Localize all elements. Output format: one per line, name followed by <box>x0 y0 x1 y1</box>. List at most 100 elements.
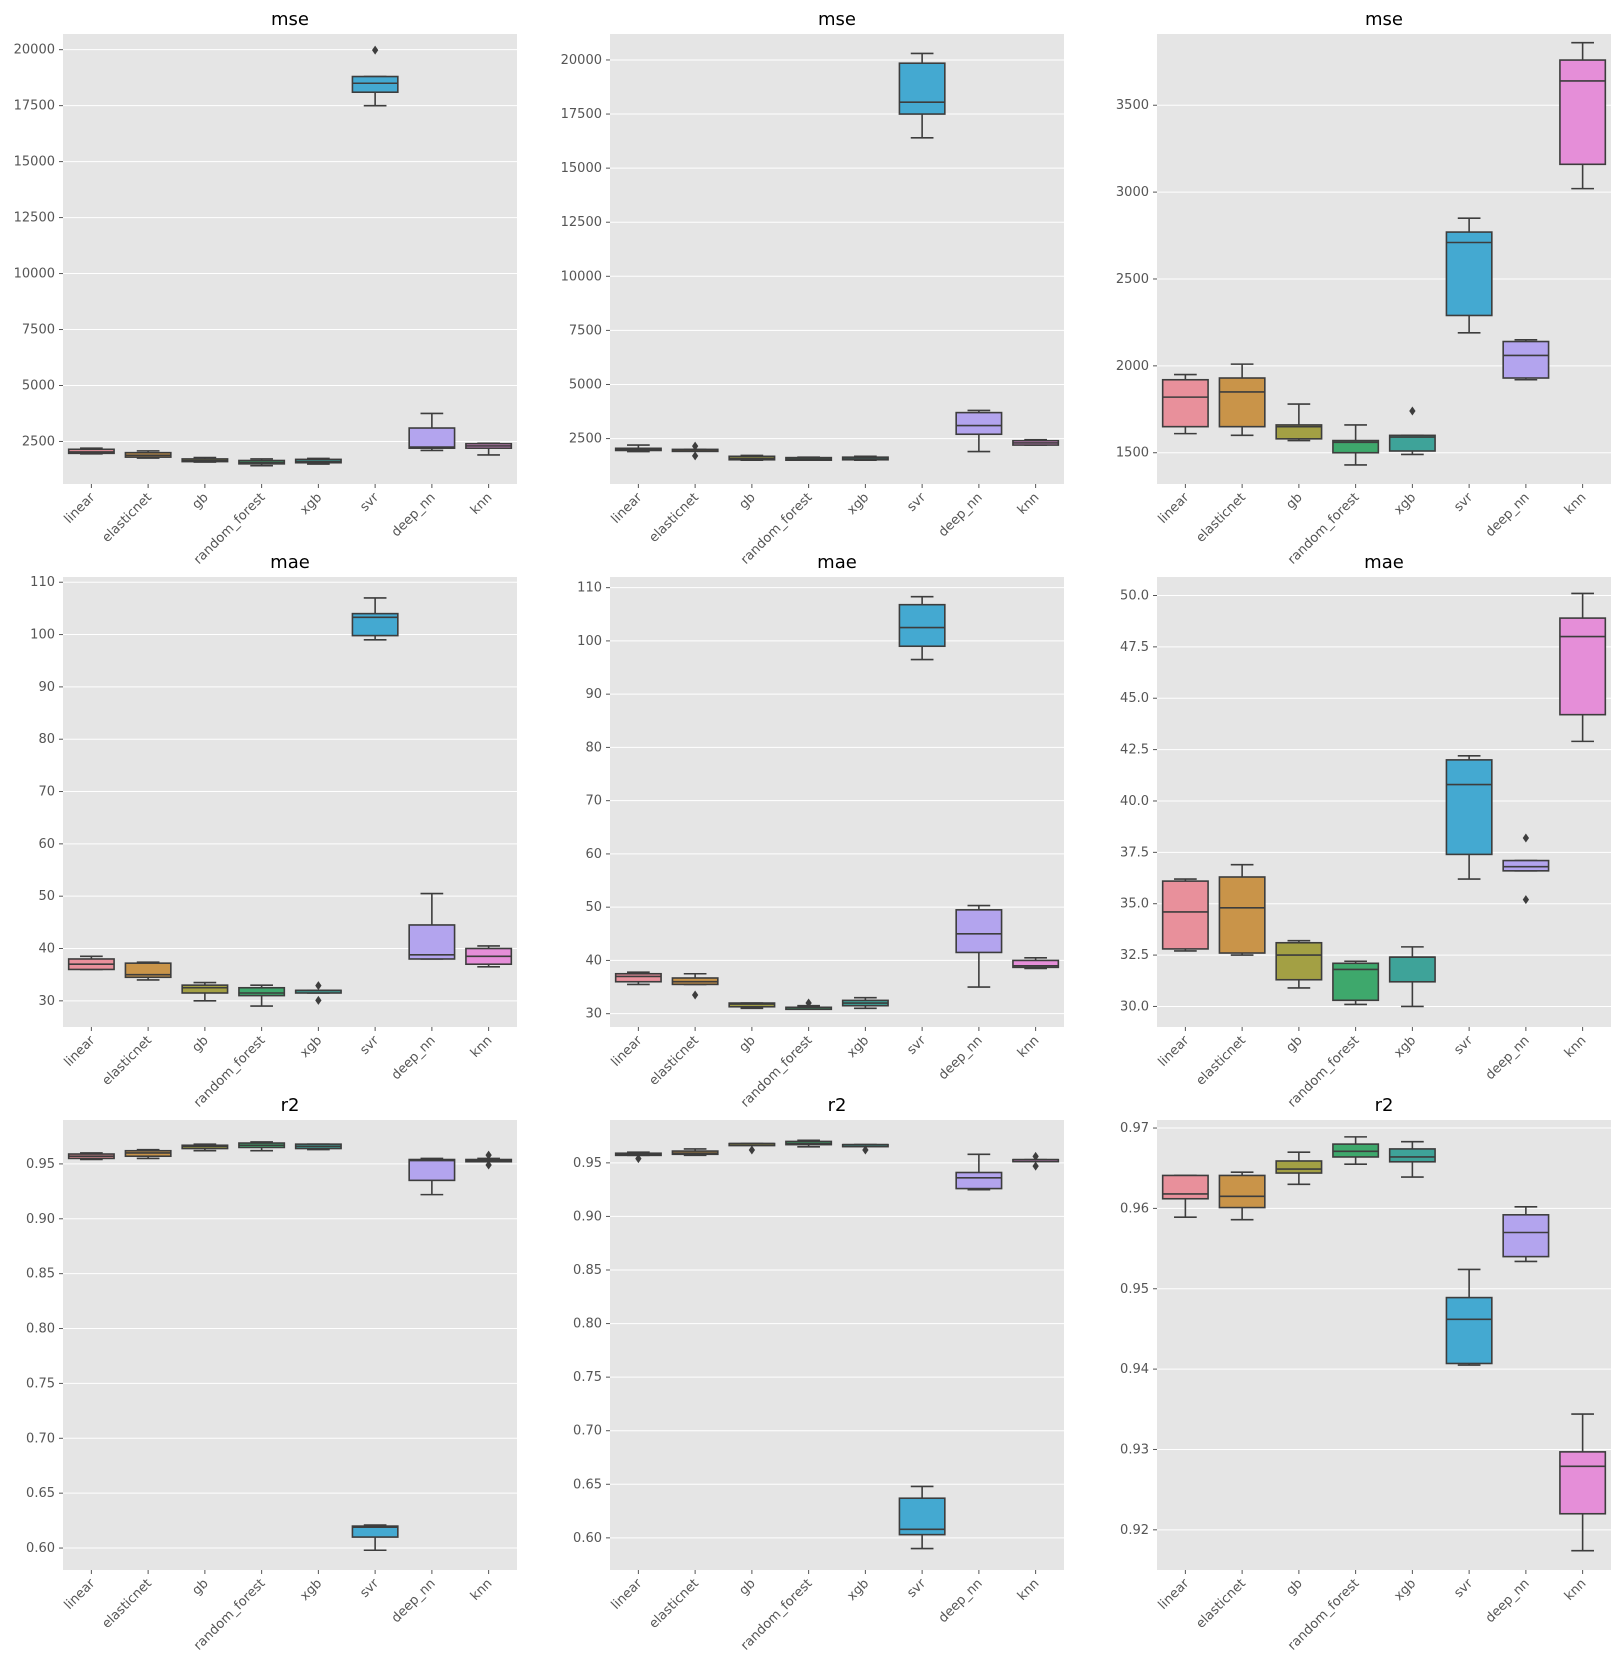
x-tick-label: gb <box>1283 1576 1305 1598</box>
y-tick-label: 20000 <box>561 53 602 68</box>
box-elasticnet <box>124 961 172 981</box>
y-tick-label: 70 <box>585 794 602 809</box>
box-deep_nn <box>408 412 456 452</box>
x-tick-label: gb <box>189 1576 211 1598</box>
y-tick-label: 0.65 <box>26 1486 55 1501</box>
x-tick-label: svr <box>357 490 382 515</box>
x-tick-label: gb <box>736 1576 758 1598</box>
x-tick-label: linear <box>609 1576 646 1613</box>
y-tick-label: 15000 <box>14 155 55 170</box>
y-tick-label: 0.97 <box>1120 1121 1149 1136</box>
subplot-title: r2 <box>281 1095 300 1116</box>
x-tick-label: xgb <box>297 1033 325 1061</box>
plot-area <box>63 1120 517 1570</box>
x-tick-label: deep_nn <box>389 1033 439 1083</box>
outlier-point <box>691 441 699 451</box>
box-deep_nn <box>408 1157 456 1196</box>
outlier-point <box>1522 833 1530 843</box>
box-gb <box>1275 939 1323 989</box>
box-iqr <box>955 1171 1003 1190</box>
box-elasticnet <box>671 441 719 461</box>
box-gb <box>181 1143 229 1152</box>
x-tick-label: svr <box>1451 1576 1476 1601</box>
subplot-9: 0.92 0.93 0.94 0.95 0.96 0.97 r2 linear elasticn… <box>1120 1095 1611 1654</box>
x-tick-label: knn <box>468 1576 496 1604</box>
x-tick-label: gb <box>736 1033 758 1055</box>
box-xgb <box>841 1143 889 1155</box>
x-tick-label: linear <box>62 1576 99 1613</box>
box-iqr <box>1559 59 1607 166</box>
x-tick-label: svr <box>904 1576 929 1601</box>
x-tick-label: gb <box>1283 490 1305 512</box>
box-deep_nn <box>1502 338 1550 381</box>
y-tick-label: 15000 <box>561 161 602 176</box>
y-tick-label: 0.90 <box>573 1209 602 1224</box>
y-tick-label: 0.80 <box>573 1317 602 1332</box>
box-gb <box>728 1142 776 1155</box>
subplot-title: r2 <box>828 1095 847 1116</box>
box-iqr <box>614 972 662 983</box>
y-tick-label: 40 <box>585 953 602 968</box>
box-linear <box>1161 1174 1209 1219</box>
x-tick-label: svr <box>357 1576 382 1601</box>
box-iqr <box>1218 377 1266 428</box>
y-tick-label: 3000 <box>1116 185 1149 200</box>
y-tick-label: 0.60 <box>573 1531 602 1546</box>
plot-area <box>1157 577 1611 1027</box>
y-tick-label: 0.75 <box>26 1376 55 1391</box>
box-iqr <box>1388 1148 1436 1163</box>
y-tick-label: 42.5 <box>1120 743 1149 758</box>
y-tick-label: 40 <box>38 942 55 957</box>
outlier-point <box>691 451 699 461</box>
x-tick-label: knn <box>1562 490 1590 518</box>
box-iqr <box>955 411 1003 436</box>
outlier-point <box>805 998 812 1008</box>
box-knn <box>465 945 513 968</box>
box-gb <box>728 454 776 462</box>
y-tick-label: 60 <box>585 847 602 862</box>
x-tick-label: deep_nn <box>936 1033 986 1083</box>
box-xgb <box>841 455 889 462</box>
x-tick-label: svr <box>357 1033 382 1058</box>
box-iqr <box>181 984 229 994</box>
x-tick-label: xgb <box>1391 490 1419 518</box>
x-tick-label: xgb <box>844 1576 872 1604</box>
box-random_forest <box>785 456 833 462</box>
x-tick-label: elasticnet <box>646 1576 702 1632</box>
y-tick-label: 0.93 <box>1120 1442 1149 1457</box>
y-tick-label: 1500 <box>1116 446 1149 461</box>
y-tick-label: 17500 <box>561 107 602 122</box>
outlier-point <box>748 1145 756 1155</box>
box-gb <box>728 1002 776 1010</box>
x-tick-label: elasticnet <box>646 490 702 546</box>
y-tick-label: 30.0 <box>1120 999 1149 1014</box>
box-iqr <box>1388 956 1436 983</box>
x-tick-label: knn <box>1015 1576 1043 1604</box>
y-tick-label: 5000 <box>569 377 602 392</box>
subplot-title: mae <box>817 552 857 573</box>
box-iqr <box>1218 1174 1266 1209</box>
box-xgb <box>294 981 342 1005</box>
y-tick-label: 30 <box>38 994 55 1009</box>
x-tick-label: xgb <box>844 490 872 518</box>
box-random_forest <box>785 1139 833 1148</box>
x-tick-label: svr <box>1451 490 1476 515</box>
box-xgb <box>841 996 889 1010</box>
y-tick-label: 37.5 <box>1120 845 1149 860</box>
y-tick-label: 60 <box>38 837 55 852</box>
x-tick-label: linear <box>609 490 646 527</box>
box-svr <box>351 597 399 641</box>
y-tick-label: 0.96 <box>1120 1201 1149 1216</box>
x-tick-label: elasticnet <box>1193 1576 1249 1632</box>
y-tick-label: 0.95 <box>26 1157 55 1172</box>
box-iqr <box>408 924 456 960</box>
x-tick-label: deep_nn <box>389 1576 439 1626</box>
subplot-title: mse <box>1365 9 1403 30</box>
y-tick-label: 0.85 <box>573 1263 602 1278</box>
y-tick-label: 40.0 <box>1120 794 1149 809</box>
box-iqr <box>1559 617 1607 716</box>
subplot-5: 30 40 50 60 70 80 90 100 110 mae linear elasticnet g… <box>577 552 1064 1111</box>
box-deep_nn <box>955 409 1003 453</box>
box-elasticnet <box>671 1148 719 1157</box>
box-gb <box>1275 1151 1323 1186</box>
